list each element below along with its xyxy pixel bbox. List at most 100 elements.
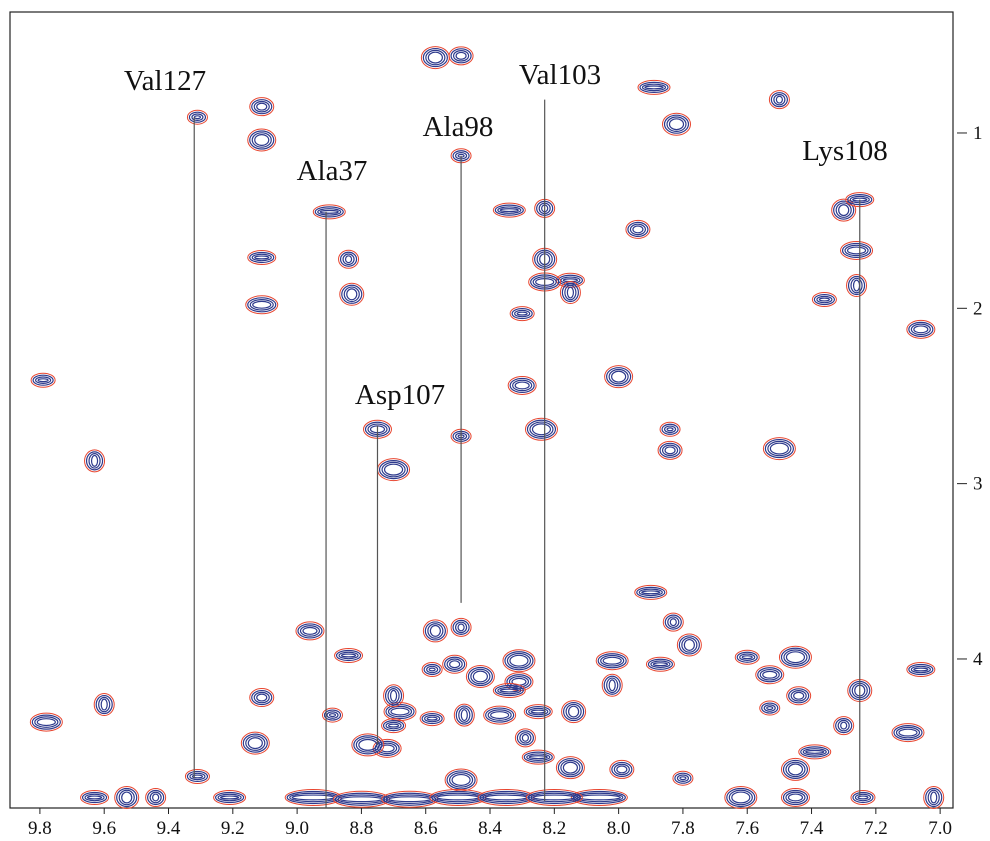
contour-inner (214, 791, 245, 804)
contour-inner (378, 460, 409, 480)
contour-inner (925, 787, 943, 808)
contour-inner (249, 251, 275, 264)
peak (509, 306, 535, 322)
assignment-label: Val127 (124, 65, 206, 97)
contour-inner (782, 789, 809, 806)
peak (321, 707, 343, 723)
contour-inner (847, 275, 866, 296)
contour-inner (193, 115, 202, 120)
contour-inner (457, 623, 465, 632)
contour-inner (531, 423, 552, 436)
contour-inner (661, 444, 679, 457)
peak (676, 633, 702, 657)
contour-inner (339, 251, 358, 267)
contour-inner (34, 716, 59, 728)
contour-inner (761, 702, 779, 714)
peak (846, 274, 868, 298)
contour-outer (30, 372, 56, 388)
contour-outer (422, 619, 448, 643)
contour-inner (910, 665, 931, 674)
contour-inner (387, 723, 400, 728)
contour-inner (676, 774, 690, 782)
contour-inner (561, 282, 579, 303)
contour-outer (321, 707, 343, 723)
contour-inner (499, 688, 519, 693)
contour-outer (906, 319, 936, 339)
contour-outer (477, 788, 535, 806)
contour-inner (782, 759, 809, 780)
contour-outer (492, 202, 526, 218)
contour-inner (428, 667, 436, 672)
contour-outer (555, 756, 585, 780)
contour-outer (755, 665, 785, 685)
contour-outer (850, 789, 876, 805)
peak (245, 295, 279, 315)
contour-outer (213, 789, 247, 805)
contour-inner (256, 693, 268, 702)
contour-outer (332, 790, 390, 808)
contour-inner (427, 51, 443, 64)
contour-inner (317, 208, 342, 216)
peak (780, 757, 810, 781)
contour-inner (652, 662, 669, 667)
contour-outer (84, 449, 106, 473)
peak (561, 700, 587, 724)
peak (93, 693, 115, 717)
contour-inner (509, 377, 535, 394)
contour-inner (484, 794, 528, 801)
contour-inner (532, 794, 576, 801)
contour-inner (458, 707, 471, 723)
contour-inner (837, 719, 850, 732)
peak (29, 712, 63, 732)
contour-inner (908, 321, 934, 337)
x-tick-label: 8.2 (542, 818, 566, 839)
contour-inner (291, 794, 335, 801)
contour-inner (736, 651, 758, 663)
contour-outer (811, 292, 837, 308)
contour-inner (910, 323, 931, 336)
contour-inner (632, 225, 644, 234)
peak (247, 128, 277, 152)
contour-inner (528, 755, 548, 760)
contour-inner (383, 463, 404, 476)
contour-outer (672, 770, 694, 786)
contour-inner (613, 763, 630, 776)
contour-inner (893, 725, 923, 741)
contour-inner (90, 454, 99, 467)
contour-inner (251, 253, 272, 262)
peak (442, 654, 468, 674)
contour-outer (840, 240, 874, 260)
contour-inner (557, 758, 583, 778)
contour-inner (299, 625, 321, 637)
peak (213, 789, 247, 805)
peak (661, 112, 691, 136)
contour-inner (254, 255, 270, 260)
contour-inner (857, 795, 869, 800)
contour-inner (603, 675, 621, 695)
peak (84, 449, 106, 473)
contour-inner (529, 421, 554, 438)
contour-inner (841, 242, 872, 259)
contour-inner (762, 670, 778, 679)
peak (351, 733, 385, 757)
contour-inner (560, 759, 581, 776)
contour-outer (645, 656, 675, 672)
contour-inner (526, 419, 557, 439)
peak (634, 584, 668, 600)
contour-inner (335, 649, 362, 662)
peak (492, 683, 526, 699)
contour-inner (450, 48, 472, 64)
contour-inner (514, 381, 530, 390)
peak (645, 656, 675, 672)
contour-inner (490, 711, 510, 720)
contour-outer (429, 788, 487, 806)
contour-inner (481, 792, 531, 803)
contour-inner (451, 773, 471, 786)
peak (419, 711, 445, 727)
contour-inner (389, 689, 398, 702)
contour-inner (252, 300, 272, 309)
contour-inner (382, 719, 405, 732)
contour-inner (504, 651, 534, 671)
peak (284, 788, 342, 806)
contour-outer (768, 90, 790, 110)
